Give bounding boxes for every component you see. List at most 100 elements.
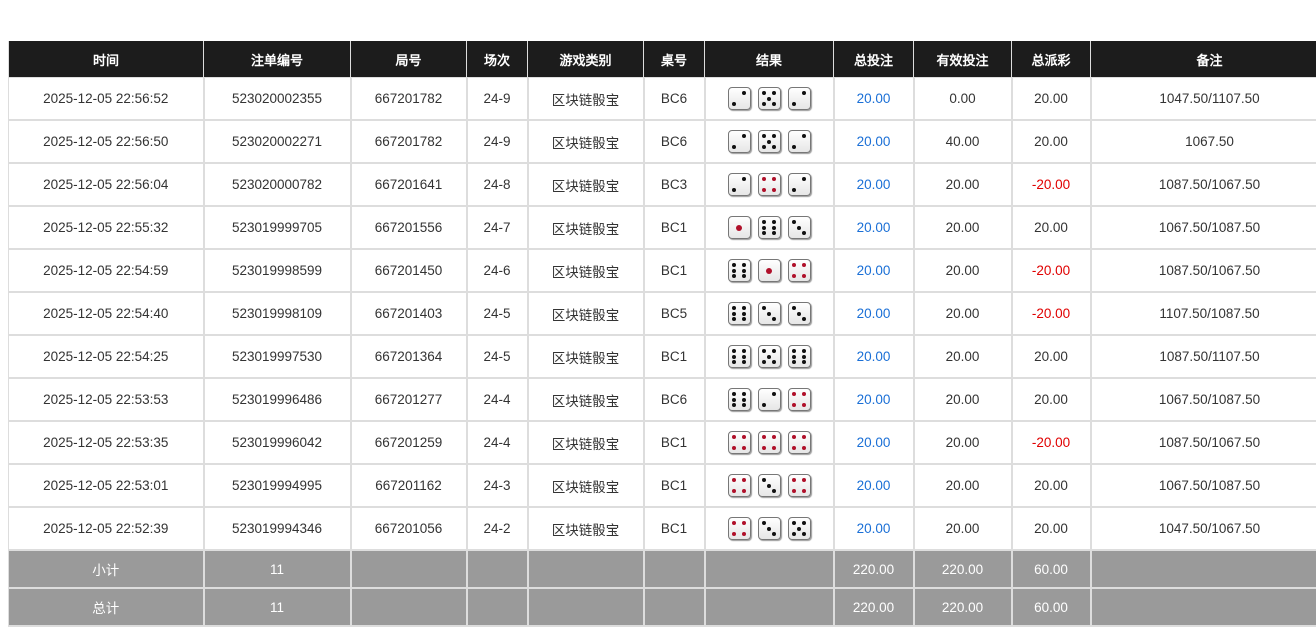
summary-count: 11 xyxy=(204,588,351,626)
cell-session: 24-2 xyxy=(467,507,528,550)
cell-note: 1047.50/1107.50 xyxy=(1091,78,1316,121)
cell-valid-bet: 20.00 xyxy=(914,378,1012,421)
cell-result xyxy=(705,292,834,335)
cell-round: 667201782 xyxy=(351,78,467,121)
cell-note: 1047.50/1067.50 xyxy=(1091,507,1316,550)
cell-result xyxy=(705,507,834,550)
cell-bet-id: 523019998109 xyxy=(204,292,351,335)
cell-table: BC6 xyxy=(644,78,705,121)
cell-bet-id: 523019996042 xyxy=(204,421,351,464)
summary-empty xyxy=(644,588,705,626)
die-6-icon xyxy=(728,388,751,411)
die-4-icon xyxy=(728,474,751,497)
die-4-icon xyxy=(728,431,751,454)
dice-result xyxy=(728,345,811,368)
cell-table: BC6 xyxy=(644,120,705,163)
cell-game-type: 区块链骰宝 xyxy=(528,206,644,249)
cell-note: 1067.50/1087.50 xyxy=(1091,464,1316,507)
die-4-icon xyxy=(728,517,751,540)
cell-time: 2025-12-05 22:53:53 xyxy=(9,378,204,421)
cell-round: 667201056 xyxy=(351,507,467,550)
cell-valid-bet: 20.00 xyxy=(914,292,1012,335)
cell-note: 1087.50/1107.50 xyxy=(1091,335,1316,378)
cell-valid-bet: 20.00 xyxy=(914,421,1012,464)
header-table: 桌号 xyxy=(644,41,705,78)
header-valid-bet: 有效投注 xyxy=(914,41,1012,78)
cell-table: BC1 xyxy=(644,464,705,507)
cell-payout: -20.00 xyxy=(1012,163,1091,206)
cell-valid-bet: 20.00 xyxy=(914,507,1012,550)
cell-session: 24-4 xyxy=(467,378,528,421)
die-4-icon xyxy=(788,431,811,454)
header-note: 备注 xyxy=(1091,41,1316,78)
cell-payout: 20.00 xyxy=(1012,78,1091,121)
summary-payout: 60.00 xyxy=(1012,550,1091,588)
summary-valid-bet: 220.00 xyxy=(914,550,1012,588)
cell-total-bet: 20.00 xyxy=(834,378,914,421)
summary-label: 小计 xyxy=(9,550,204,588)
cell-time: 2025-12-05 22:56:04 xyxy=(9,163,204,206)
die-2-icon xyxy=(788,87,811,110)
die-2-icon xyxy=(788,173,811,196)
cell-time: 2025-12-05 22:52:39 xyxy=(9,507,204,550)
cell-payout: 20.00 xyxy=(1012,206,1091,249)
die-5-icon xyxy=(788,517,811,540)
cell-note: 1067.50/1087.50 xyxy=(1091,206,1316,249)
cell-game-type: 区块链骰宝 xyxy=(528,378,644,421)
dice-result xyxy=(728,130,811,153)
die-3-icon xyxy=(758,474,781,497)
cell-total-bet: 20.00 xyxy=(834,507,914,550)
cell-total-bet: 20.00 xyxy=(834,421,914,464)
die-4-icon xyxy=(788,474,811,497)
cell-note: 1107.50/1087.50 xyxy=(1091,292,1316,335)
cell-bet-id: 523019994346 xyxy=(204,507,351,550)
cell-time: 2025-12-05 22:56:52 xyxy=(9,78,204,121)
dice-result xyxy=(728,474,811,497)
cell-session: 24-6 xyxy=(467,249,528,292)
die-2-icon xyxy=(788,130,811,153)
die-4-icon xyxy=(758,173,781,196)
die-1-icon xyxy=(758,259,781,282)
table-header: 时间注单编号局号场次游戏类别桌号结果总投注有效投注总派彩备注 xyxy=(9,41,1316,78)
cell-note: 1087.50/1067.50 xyxy=(1091,421,1316,464)
header-round: 局号 xyxy=(351,41,467,78)
die-5-icon xyxy=(758,130,781,153)
summary-count: 11 xyxy=(204,550,351,588)
cell-valid-bet: 40.00 xyxy=(914,120,1012,163)
summary-valid-bet: 220.00 xyxy=(914,588,1012,626)
cell-payout: -20.00 xyxy=(1012,421,1091,464)
dice-result xyxy=(728,259,811,282)
cell-session: 24-7 xyxy=(467,206,528,249)
cell-bet-id: 523020002271 xyxy=(204,120,351,163)
summary-empty xyxy=(1091,588,1316,626)
cell-round: 667201259 xyxy=(351,421,467,464)
cell-table: BC1 xyxy=(644,206,705,249)
cell-time: 2025-12-05 22:53:01 xyxy=(9,464,204,507)
die-6-icon xyxy=(788,345,811,368)
die-2-icon xyxy=(728,130,751,153)
cell-session: 24-3 xyxy=(467,464,528,507)
cell-table: BC1 xyxy=(644,335,705,378)
die-2-icon xyxy=(758,388,781,411)
cell-table: BC6 xyxy=(644,378,705,421)
summary-empty xyxy=(705,550,834,588)
cell-session: 24-5 xyxy=(467,292,528,335)
header-bet-id: 注单编号 xyxy=(204,41,351,78)
summary-empty xyxy=(351,550,467,588)
cell-total-bet: 20.00 xyxy=(834,78,914,121)
summary-empty xyxy=(644,550,705,588)
cell-game-type: 区块链骰宝 xyxy=(528,292,644,335)
summary-total-bet: 220.00 xyxy=(834,550,914,588)
cell-valid-bet: 20.00 xyxy=(914,249,1012,292)
cell-payout: -20.00 xyxy=(1012,249,1091,292)
summary-empty xyxy=(705,588,834,626)
cell-game-type: 区块链骰宝 xyxy=(528,120,644,163)
cell-valid-bet: 20.00 xyxy=(914,206,1012,249)
cell-result xyxy=(705,206,834,249)
